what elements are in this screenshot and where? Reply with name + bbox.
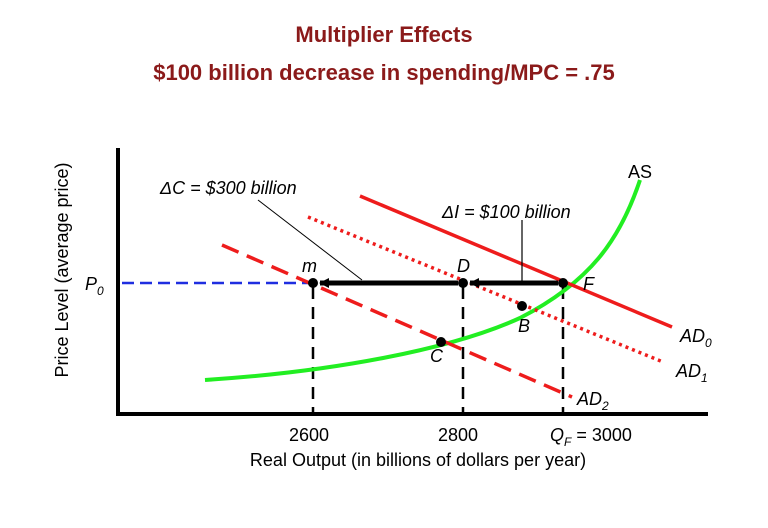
point-m-marker	[308, 278, 318, 288]
point-b-label: B	[518, 316, 530, 336]
chart-canvas: m D F B C ΔC = $300 billion ΔI = $100 bi…	[0, 0, 768, 528]
x-axis-label: Real Output (in billions of dollars per …	[250, 450, 586, 470]
point-c-label: C	[430, 346, 444, 366]
ad0-label: AD0	[679, 326, 712, 350]
point-f-label: F	[583, 274, 595, 294]
delta-c-annotation: ΔC = $300 billion	[159, 178, 297, 198]
y-axis-label: Price Level (average price)	[52, 162, 72, 377]
ad2-label: AD2	[576, 389, 609, 413]
point-b-marker	[517, 301, 527, 311]
ad0-label-sub: 0	[705, 336, 712, 350]
ad0-label-main: AD	[679, 326, 705, 346]
ad2-label-sub: 2	[601, 399, 609, 413]
ad1-label-sub: 1	[701, 371, 708, 385]
y-tick-p0: P0	[85, 274, 104, 298]
point-m-label: m	[302, 256, 317, 276]
x-tick-2600: 2600	[289, 425, 329, 445]
point-f-marker	[558, 278, 568, 288]
x-tick-qf: QF = 3000	[550, 425, 632, 449]
point-d-label: D	[457, 256, 470, 276]
ad1-label-main: AD	[675, 361, 701, 381]
x-tick-2800: 2800	[438, 425, 478, 445]
ad1-line	[308, 217, 663, 362]
ad1-label: AD1	[675, 361, 708, 385]
x-tick-qf-rest: = 3000	[571, 425, 632, 445]
as-label: AS	[628, 162, 652, 182]
y-tick-p0-main: P	[85, 274, 97, 294]
point-d-marker	[458, 278, 468, 288]
ad2-label-main: AD	[576, 389, 602, 409]
delta-i-annotation: ΔI = $100 billion	[441, 202, 571, 222]
y-tick-p0-sub: 0	[97, 284, 104, 298]
x-tick-qf-main: Q	[550, 425, 564, 445]
